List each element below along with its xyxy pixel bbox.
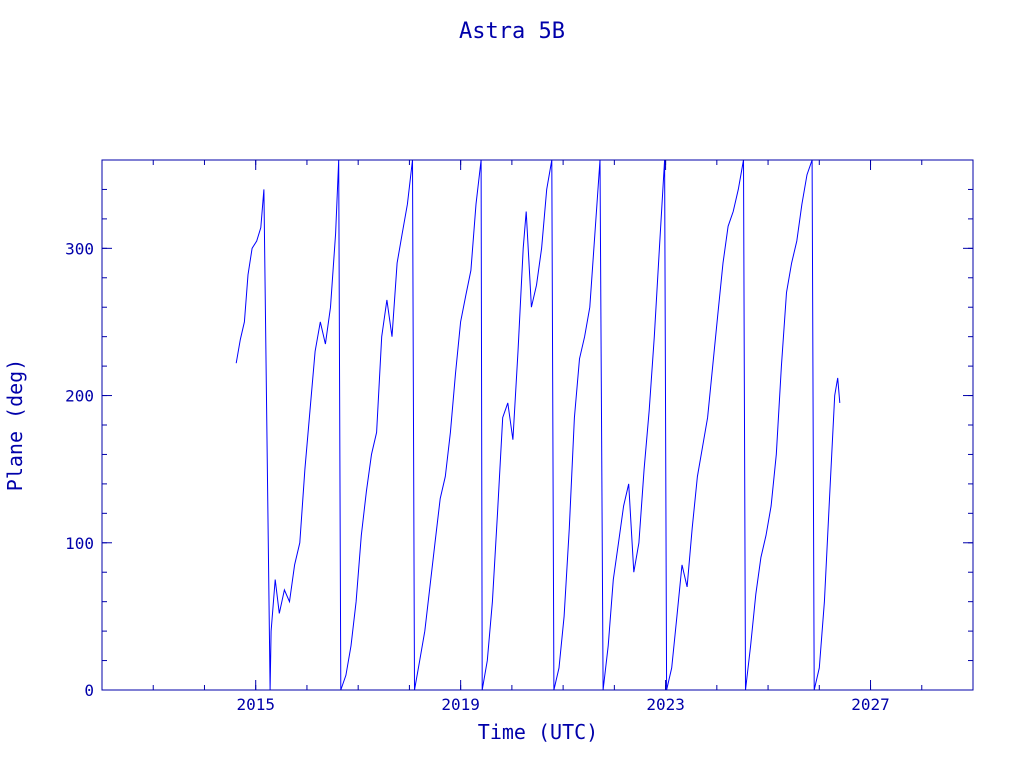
x-axis-label: Time (UTC): [478, 720, 598, 744]
chart-title: Astra 5B: [459, 19, 565, 44]
axis-ticks: [101, 159, 974, 691]
x-tick-label: 2023: [646, 695, 685, 714]
series-line: [235, 159, 841, 691]
plot-frame: [101, 159, 974, 691]
x-tick-label: 2019: [441, 695, 480, 714]
plot-area: [235, 159, 841, 691]
y-tick-label: 300: [65, 239, 94, 258]
y-tick-label: 100: [65, 534, 94, 553]
x-tick-label: 2015: [236, 695, 275, 714]
x-tick-label: 2027: [851, 695, 890, 714]
tick-labels: 2015 2019 2023 2027 0 100 200 300: [65, 239, 890, 714]
y-axis-label: Plane (deg): [3, 359, 27, 491]
y-tick-label: 200: [65, 387, 94, 406]
y-tick-label: 0: [84, 681, 94, 700]
